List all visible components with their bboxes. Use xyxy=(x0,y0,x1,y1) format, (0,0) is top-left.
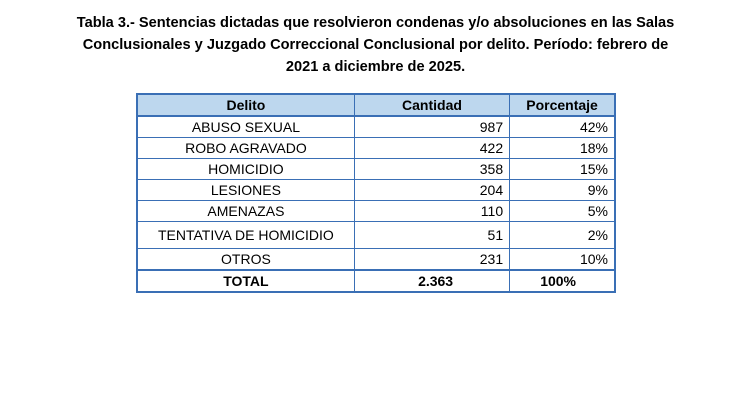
cell-porcentaje: 18% xyxy=(509,137,616,159)
cell-delito: ROBO AGRAVADO xyxy=(136,137,355,159)
table-row: AMENAZAS 110 5% xyxy=(136,200,616,222)
table-header-row: Delito Cantidad Porcentaje xyxy=(136,93,616,117)
cell-cantidad: 987 xyxy=(353,115,511,138)
caption-line-1: Tabla 3.- Sentencias dictadas que resolv… xyxy=(76,15,675,31)
header-delito: Delito xyxy=(136,93,355,117)
caption-line-3: 2021 a diciembre de 2025. xyxy=(285,59,466,75)
cell-delito: OTROS xyxy=(136,248,355,271)
sentences-by-crime-table: Delito Cantidad Porcentaje ABUSO SEXUAL … xyxy=(136,93,616,293)
cell-delito: HOMICIDIO xyxy=(136,158,355,180)
table-row: ROBO AGRAVADO 422 18% xyxy=(136,137,616,159)
table-row: HOMICIDIO 358 15% xyxy=(136,158,616,180)
total-label: TOTAL xyxy=(136,269,355,293)
cell-porcentaje: 9% xyxy=(509,179,616,201)
cell-porcentaje: 15% xyxy=(509,158,616,180)
table-row: OTROS 231 10% xyxy=(136,248,616,271)
cell-cantidad: 231 xyxy=(353,248,511,271)
cell-cantidad: 204 xyxy=(353,179,511,201)
cell-porcentaje: 5% xyxy=(509,200,616,222)
caption-line-2: Conclusionales y Juzgado Correccional Co… xyxy=(82,37,669,53)
cell-cantidad: 358 xyxy=(353,158,511,180)
cell-porcentaje: 2% xyxy=(509,221,616,249)
table-row: TENTATIVA DE HOMICIDIO 51 2% xyxy=(136,221,616,249)
cell-delito: TENTATIVA DE HOMICIDIO xyxy=(136,221,355,249)
cell-porcentaje: 10% xyxy=(509,248,616,271)
cell-delito: ABUSO SEXUAL xyxy=(136,115,355,138)
cell-delito: LESIONES xyxy=(136,179,355,201)
header-porcentaje: Porcentaje xyxy=(509,93,616,117)
header-cantidad: Cantidad xyxy=(353,93,511,117)
total-row: TOTAL 2.363 100% xyxy=(136,269,616,293)
cell-cantidad: 110 xyxy=(353,200,511,222)
total-porcentaje: 100% xyxy=(509,269,616,293)
cell-cantidad: 422 xyxy=(353,137,511,159)
table-caption: Tabla 3.- Sentencias dictadas que resolv… xyxy=(30,12,721,78)
cell-delito: AMENAZAS xyxy=(136,200,355,222)
table-row: ABUSO SEXUAL 987 42% xyxy=(136,115,616,138)
table-row: LESIONES 204 9% xyxy=(136,179,616,201)
cell-cantidad: 51 xyxy=(353,221,511,249)
cell-porcentaje: 42% xyxy=(509,115,616,138)
total-cantidad: 2.363 xyxy=(353,269,511,293)
